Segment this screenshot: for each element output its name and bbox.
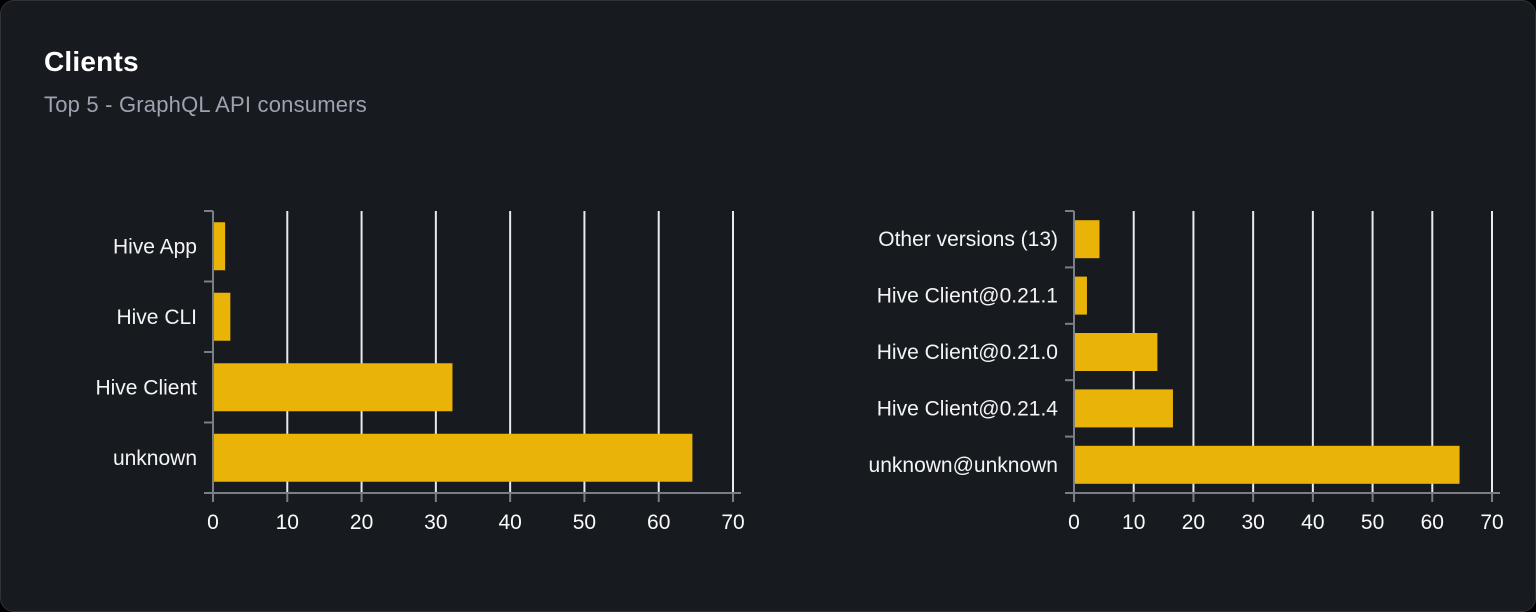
x-tick-label: 50 [573, 511, 596, 534]
category-label: Hive Client@0.21.1 [877, 285, 1058, 308]
x-tick-label: 40 [498, 511, 521, 534]
bar[interactable] [214, 363, 453, 412]
category-label: unknown [113, 447, 197, 470]
x-tick-label: 60 [1421, 511, 1444, 534]
x-tick-label: 30 [424, 511, 447, 534]
client-versions-bar-chart: 0 10 20 30 40 50 60 70 Other versions (13) Hive C… [781, 196, 1536, 556]
bar[interactable] [1075, 445, 1460, 484]
x-tick-label: 70 [721, 511, 744, 534]
x-tick-label: 0 [207, 511, 219, 534]
x-tick-label: 70 [1480, 511, 1503, 534]
x-tick-label: 20 [1182, 511, 1205, 534]
category-label: unknown@unknown [869, 454, 1058, 477]
bar[interactable] [214, 292, 231, 341]
bar[interactable] [214, 222, 226, 271]
category-label: Hive Client [95, 376, 197, 399]
card-subtitle: Top 5 - GraphQL API consumers [44, 91, 367, 117]
x-tick-label: 40 [1301, 511, 1324, 534]
bar[interactable] [1075, 220, 1100, 259]
x-tick-label: 30 [1241, 511, 1264, 534]
category-label: Hive App [113, 235, 197, 258]
bar[interactable] [1075, 389, 1173, 428]
card-header: Clients Top 5 - GraphQL API consumers [44, 46, 367, 118]
category-label: Hive Client@0.21.0 [877, 341, 1058, 364]
x-tick-label: 10 [1122, 511, 1145, 534]
top-client-versions-svg: 0 10 20 30 40 50 60 70 Other versions (13) Hive C… [869, 210, 1504, 534]
x-tick-label: 20 [350, 511, 373, 534]
x-tick-label: 50 [1361, 511, 1384, 534]
top-clients-svg: 0 10 20 30 40 50 60 70 Hive App Hive CLI Hive Clie… [95, 210, 745, 534]
x-tick-label: 60 [647, 511, 670, 534]
bar[interactable] [214, 433, 693, 482]
x-tick-label: 0 [1068, 511, 1080, 534]
category-label: Other versions (13) [878, 228, 1058, 251]
category-label: Hive CLI [116, 306, 197, 329]
bar[interactable] [1075, 276, 1087, 315]
x-tick-label: 10 [276, 511, 299, 534]
card-title: Clients [44, 46, 139, 77]
clients-bar-chart: 0 10 20 30 40 50 60 70 Hive App Hive CLI Hive Clie… [1, 196, 781, 556]
category-label: Hive Client@0.21.4 [877, 397, 1059, 420]
bar[interactable] [1075, 333, 1158, 371]
